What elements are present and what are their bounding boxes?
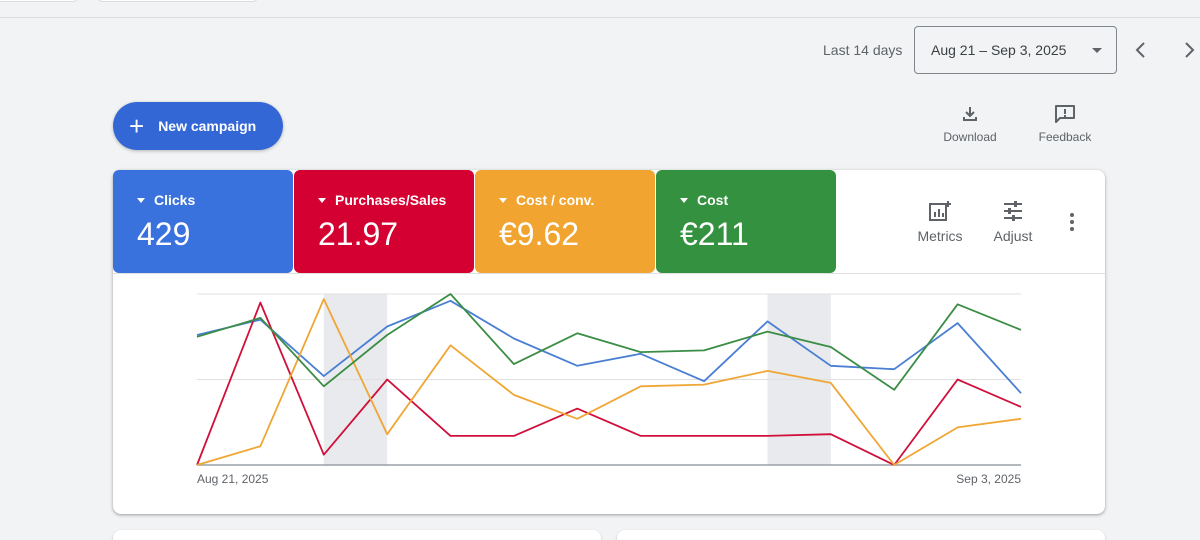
previous-period-button[interactable] (1129, 38, 1153, 62)
metric-label: Cost (697, 192, 729, 208)
new-campaign-button[interactable]: + New campaign (113, 102, 283, 150)
feedback-label: Feedback (1038, 130, 1092, 144)
metric-label: Cost / conv. (516, 192, 595, 208)
metrics-button[interactable]: Metrics (913, 200, 967, 244)
series-line (196, 298, 1022, 466)
bottom-card-left (113, 530, 601, 540)
card-divider (113, 273, 1105, 274)
metrics-label: Metrics (917, 228, 963, 244)
metric-value: 21.97 (318, 216, 399, 252)
date-range-select[interactable]: Aug 21 – Sep 3, 2025 (914, 26, 1117, 74)
plus-icon: + (129, 111, 145, 141)
new-campaign-label: New campaign (158, 118, 257, 134)
bottom-card-right (617, 530, 1105, 540)
dropdown-triangle-icon (318, 197, 326, 203)
metric-tile-purchases[interactable]: Purchases/Sales 21.97 (294, 170, 474, 273)
metric-label: Purchases/Sales (335, 192, 447, 208)
adjust-label: Adjust (993, 228, 1033, 244)
more-vert-icon (1070, 213, 1074, 231)
top-chip-right[interactable] (95, 0, 260, 2)
x-tick-label: Aug 21, 2025 (197, 472, 269, 486)
download-label: Download (943, 130, 997, 144)
dropdown-triangle-icon (137, 197, 145, 203)
date-range-label: Last 14 days (823, 42, 903, 58)
feedback-icon (1055, 105, 1075, 123)
download-icon (963, 107, 977, 121)
series-line (196, 293, 1022, 391)
sliders-icon (1004, 201, 1022, 221)
top-chip-left[interactable] (0, 0, 80, 2)
performance-card: Clicks 429 Purchases/Sales 21.97 Cost / … (113, 170, 1105, 514)
chevron-left-icon (1135, 42, 1145, 58)
dropdown-triangle-icon (680, 197, 688, 203)
feedback-button[interactable]: Feedback (1025, 104, 1105, 144)
series-line (196, 299, 1022, 394)
metric-value: €211 (680, 216, 749, 252)
performance-chart: Aug 21, 2025 Sep 3, 2025 (196, 293, 1022, 486)
more-options-button[interactable] (1066, 212, 1078, 237)
metric-tile-cost-per-conv[interactable]: Cost / conv. €9.62 (475, 170, 655, 273)
metric-value: 429 (137, 216, 191, 252)
date-range-value: Aug 21 – Sep 3, 2025 (931, 42, 1067, 58)
adjust-button[interactable]: Adjust (987, 200, 1039, 244)
top-divider (0, 17, 1200, 18)
series-line (196, 301, 1022, 466)
next-period-button[interactable] (1177, 38, 1200, 62)
download-button[interactable]: Download (930, 104, 1010, 144)
metric-label: Clicks (154, 192, 196, 208)
metric-tile-cost[interactable]: Cost €211 (656, 170, 836, 273)
metric-value: €9.62 (499, 216, 580, 252)
chevron-right-icon (1185, 42, 1195, 58)
dropdown-triangle-icon (499, 197, 507, 203)
metrics-chart-icon (929, 201, 951, 221)
caret-down-icon (1092, 48, 1102, 53)
metric-tile-clicks[interactable]: Clicks 429 (113, 170, 293, 273)
x-tick-label: Sep 3, 2025 (956, 472, 1021, 486)
